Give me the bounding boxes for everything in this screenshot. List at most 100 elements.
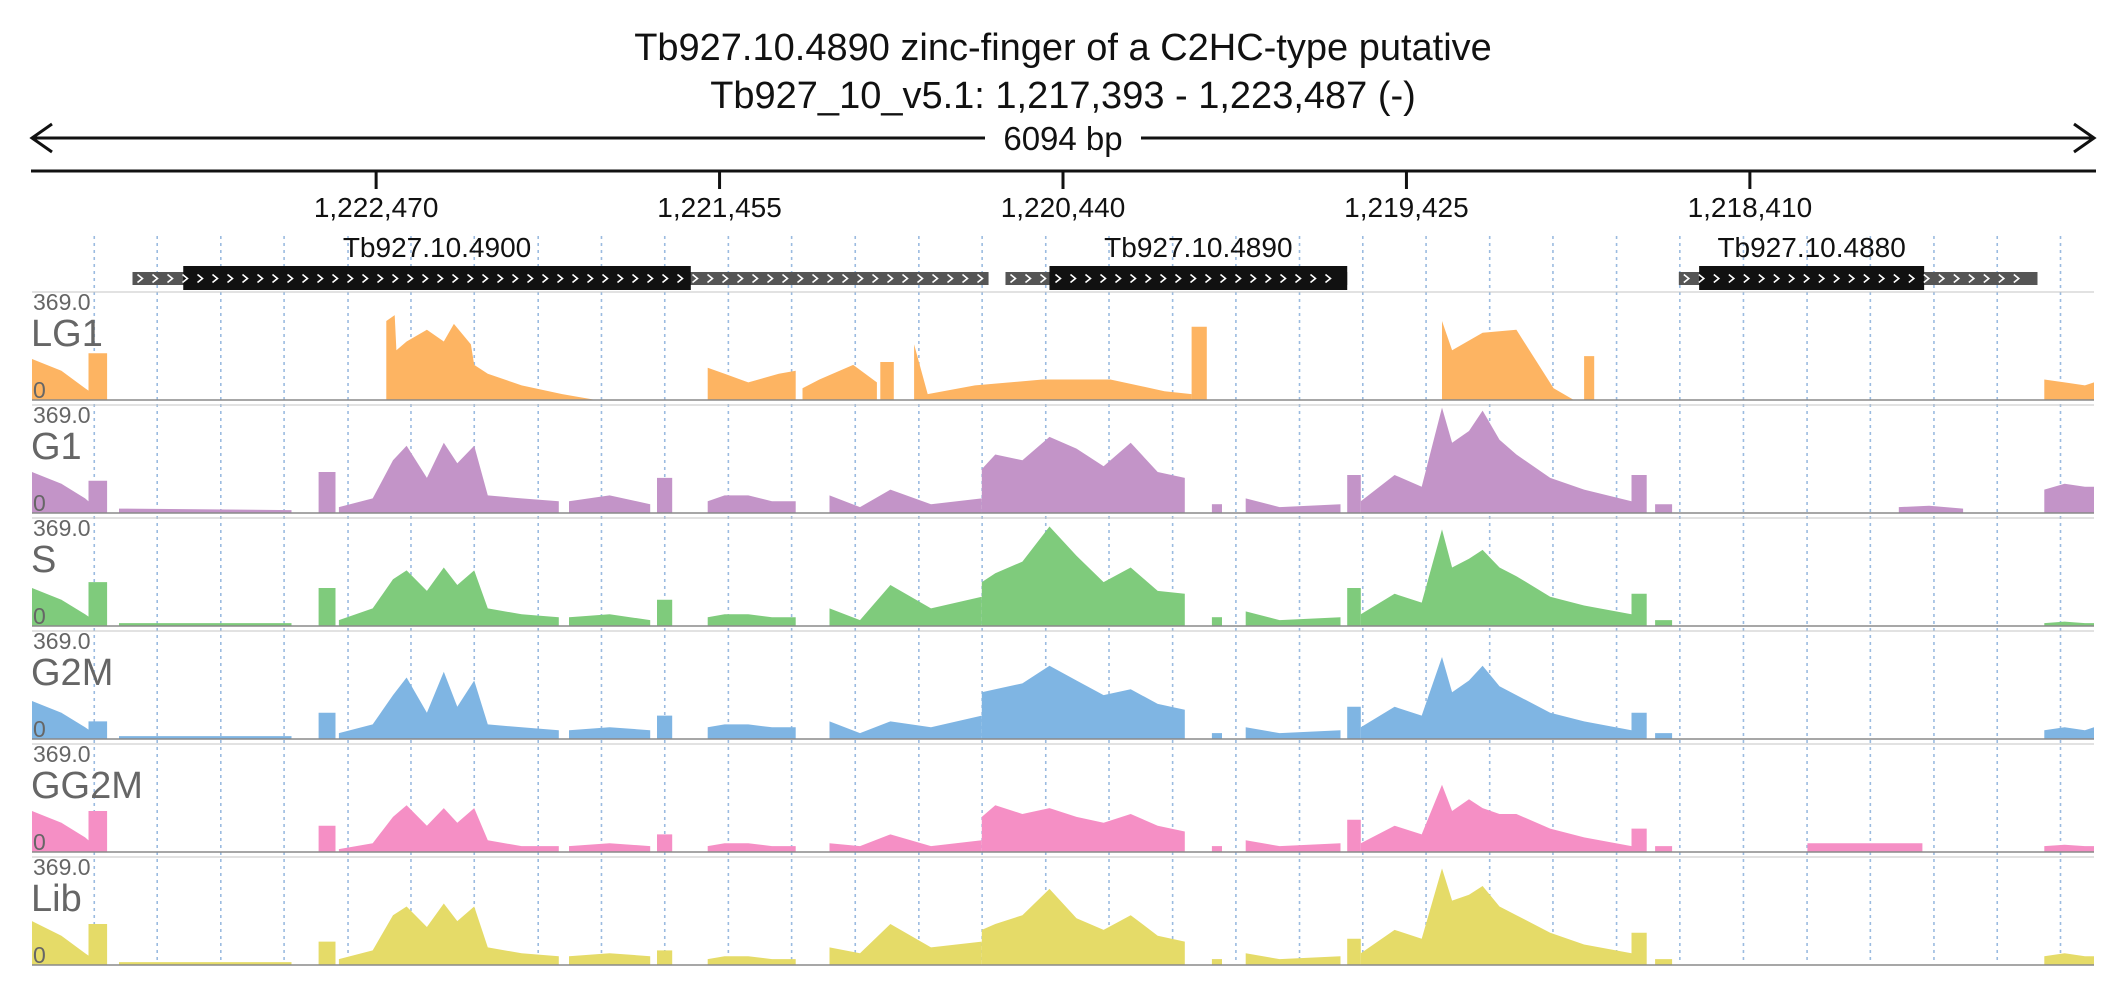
gene-annotation-track: Tb927.10.4900 Tb927.10.4890 Tb927.10.4880 bbox=[132, 232, 2038, 290]
gene-label: Tb927.10.4900 bbox=[343, 232, 531, 263]
track-scale-max: 369.0 bbox=[33, 741, 91, 767]
strand-arrow-icon bbox=[1249, 273, 1257, 284]
strand-arrow-icon bbox=[721, 273, 729, 284]
gene-model: Tb927.10.4900 bbox=[132, 232, 989, 290]
coverage-area bbox=[1211, 846, 1222, 852]
track-scale-min: 0 bbox=[33, 490, 46, 516]
coverage-area bbox=[32, 811, 102, 852]
coverage-area bbox=[318, 941, 336, 965]
strand-arrow-icon bbox=[676, 273, 684, 284]
strand-arrow-icon bbox=[631, 273, 639, 284]
track-scale-min: 0 bbox=[33, 942, 46, 968]
coverage-area bbox=[119, 508, 292, 513]
coverage-area bbox=[1211, 733, 1222, 739]
gene-label: Tb927.10.4890 bbox=[1104, 232, 1292, 263]
coverage-area bbox=[1631, 712, 1647, 739]
strand-arrow-icon bbox=[556, 273, 564, 284]
coverage-area bbox=[707, 495, 796, 513]
coverage-area bbox=[1360, 407, 1632, 513]
coverage-area bbox=[707, 614, 796, 626]
coverage-area bbox=[829, 834, 982, 852]
strand-arrow-icon bbox=[1039, 273, 1047, 284]
strand-arrow-icon bbox=[241, 273, 249, 284]
track-scale-min: 0 bbox=[33, 829, 46, 855]
strand-arrow-icon bbox=[496, 273, 504, 284]
track-name: G1 bbox=[31, 426, 82, 468]
coverage-area bbox=[338, 903, 559, 965]
strand-arrow-icon bbox=[1114, 273, 1122, 284]
strand-arrow-icon bbox=[436, 273, 444, 284]
strand-arrow-icon bbox=[646, 273, 654, 284]
strand-arrow-icon bbox=[1144, 273, 1152, 284]
strand-arrow-icon bbox=[1069, 273, 1077, 284]
strand-arrow-icon bbox=[256, 273, 264, 284]
coverage-area bbox=[1211, 504, 1222, 513]
coverage-area bbox=[1347, 706, 1361, 739]
strand-arrow-icon bbox=[481, 273, 489, 284]
coverage-area bbox=[657, 599, 673, 626]
coverage-area bbox=[1360, 784, 1632, 852]
strand-arrow-icon bbox=[916, 273, 924, 284]
strand-arrow-icon bbox=[1728, 273, 1736, 284]
strand-arrow-icon bbox=[301, 273, 309, 284]
strand-arrow-icon bbox=[1009, 273, 1017, 284]
coverage-area bbox=[829, 489, 982, 513]
coverage-area bbox=[1211, 959, 1222, 965]
coverage-area bbox=[1245, 611, 1341, 626]
coverage-area bbox=[1655, 959, 1673, 965]
coverage-area bbox=[1347, 475, 1361, 513]
strand-arrow-icon bbox=[1084, 273, 1092, 284]
strand-arrow-icon bbox=[826, 273, 834, 284]
coverage-area bbox=[569, 495, 651, 513]
strand-arrow-icon bbox=[1054, 273, 1062, 284]
strand-arrow-icon bbox=[166, 273, 174, 284]
coverage-area bbox=[32, 588, 102, 626]
strand-arrow-icon bbox=[1818, 273, 1826, 284]
coverage-area bbox=[1347, 819, 1361, 852]
coverage-area bbox=[707, 724, 796, 739]
strand-arrow-icon bbox=[856, 273, 864, 284]
coverage-area bbox=[1360, 529, 1632, 626]
strand-arrow-icon bbox=[1893, 273, 1901, 284]
coverage-area bbox=[569, 843, 651, 852]
coverage-area bbox=[1655, 620, 1673, 626]
ruler-tick-label: 1,221,455 bbox=[657, 192, 782, 223]
strand-arrow-icon bbox=[451, 273, 459, 284]
strand-arrow-icon bbox=[1953, 273, 1961, 284]
strand-arrow-icon bbox=[1908, 273, 1916, 284]
gene-label: Tb927.10.4880 bbox=[1717, 232, 1905, 263]
coverage-area bbox=[1347, 938, 1361, 965]
track-name: G2M bbox=[31, 652, 113, 694]
coverage-area bbox=[981, 665, 1185, 739]
strand-arrow-icon bbox=[1264, 273, 1272, 284]
coverage-area bbox=[829, 715, 982, 739]
coverage-area bbox=[1245, 498, 1341, 513]
coverage-area bbox=[829, 585, 982, 626]
strand-arrow-icon bbox=[151, 273, 159, 284]
track-name: LG1 bbox=[31, 313, 103, 355]
strand-arrow-icon bbox=[391, 273, 399, 284]
strand-arrow-icon bbox=[541, 273, 549, 284]
strand-arrow-icon bbox=[511, 273, 519, 284]
track-scale-max: 369.0 bbox=[33, 289, 91, 315]
strand-arrow-icon bbox=[706, 273, 714, 284]
coverage-area bbox=[318, 588, 336, 626]
coverage-area bbox=[1191, 326, 1207, 400]
strand-arrow-icon bbox=[766, 273, 774, 284]
coverage-area bbox=[318, 712, 336, 739]
coverage-area bbox=[1655, 733, 1673, 739]
coverage-area bbox=[880, 362, 894, 400]
strand-arrow-icon bbox=[1683, 273, 1691, 284]
span-arrow-left-icon bbox=[29, 122, 53, 154]
coverage-area bbox=[32, 359, 102, 400]
strand-arrow-icon bbox=[226, 273, 234, 284]
strand-arrow-icon bbox=[901, 273, 909, 284]
strand-arrow-icon bbox=[1279, 273, 1287, 284]
gene-title: Tb927.10.4890 zinc-finger of a C2HC-type… bbox=[634, 27, 1492, 69]
coverage-area bbox=[569, 953, 651, 965]
coverage-area bbox=[569, 727, 651, 739]
strand-arrow-icon bbox=[931, 273, 939, 284]
